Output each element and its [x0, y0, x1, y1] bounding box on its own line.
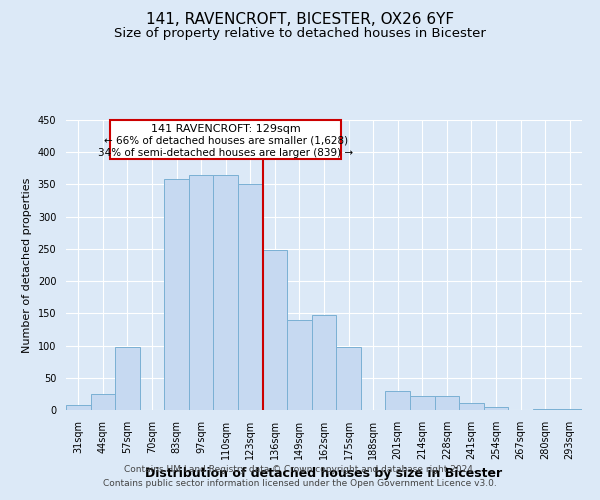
Bar [189, 175, 214, 410]
Bar [557, 408, 582, 410]
Text: 34% of semi-detached houses are larger (839) →: 34% of semi-detached houses are larger (… [98, 148, 353, 158]
Bar [459, 403, 484, 410]
Text: Contains HM Land Registry data © Crown copyright and database right 2024.
Contai: Contains HM Land Registry data © Crown c… [103, 466, 497, 487]
Bar [164, 180, 189, 410]
Y-axis label: Number of detached properties: Number of detached properties [22, 178, 32, 352]
Bar [533, 408, 557, 410]
Bar [385, 390, 410, 410]
Text: 141, RAVENCROFT, BICESTER, OX26 6YF: 141, RAVENCROFT, BICESTER, OX26 6YF [146, 12, 454, 28]
Bar [214, 175, 238, 410]
Text: ← 66% of detached houses are smaller (1,628): ← 66% of detached houses are smaller (1,… [104, 136, 348, 146]
Bar [410, 396, 434, 410]
Bar [336, 348, 361, 410]
Bar [287, 320, 312, 410]
Bar [312, 314, 336, 410]
Bar [484, 408, 508, 410]
Text: 141 RAVENCROFT: 129sqm: 141 RAVENCROFT: 129sqm [151, 124, 301, 134]
Bar [115, 347, 140, 410]
Text: Size of property relative to detached houses in Bicester: Size of property relative to detached ho… [114, 28, 486, 40]
Bar [263, 250, 287, 410]
Bar [91, 394, 115, 410]
FancyBboxPatch shape [110, 120, 341, 158]
Bar [66, 405, 91, 410]
Bar [434, 396, 459, 410]
Bar [238, 184, 263, 410]
X-axis label: Distribution of detached houses by size in Bicester: Distribution of detached houses by size … [145, 468, 503, 480]
